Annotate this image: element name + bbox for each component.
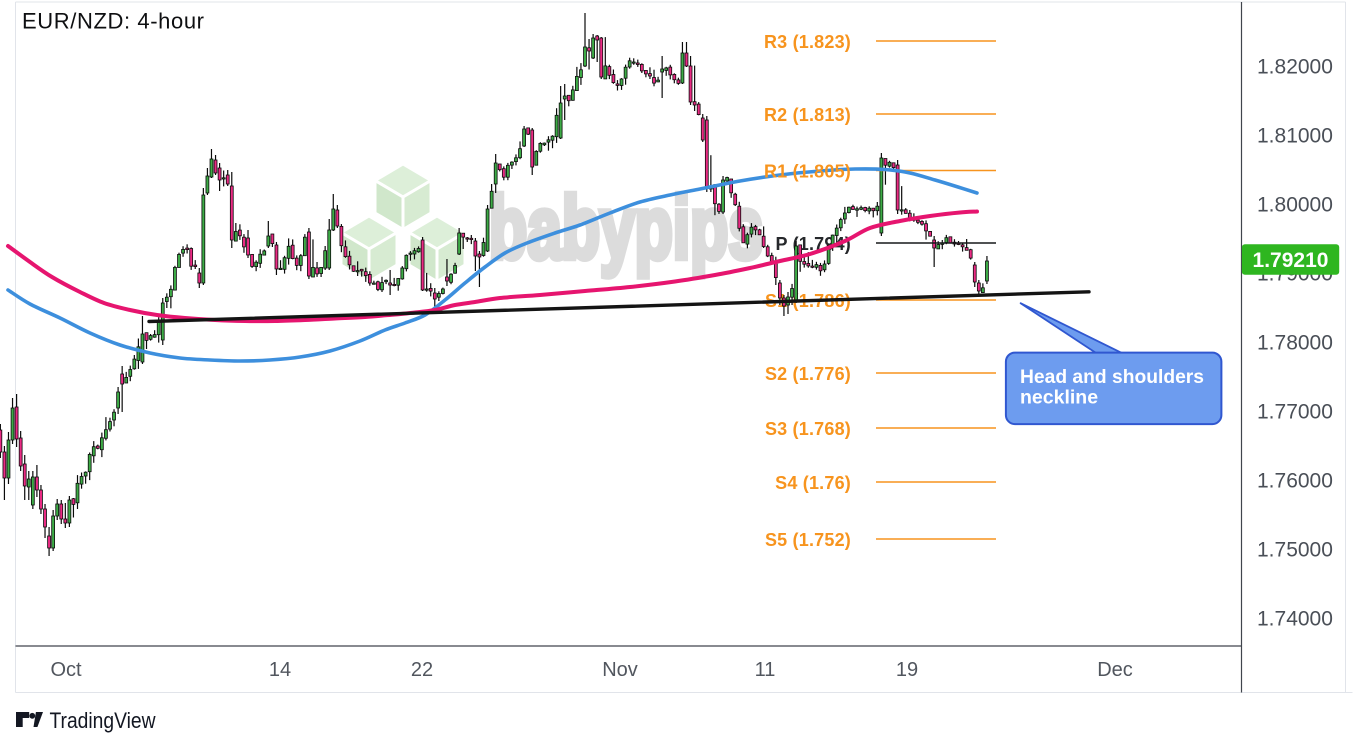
svg-text:14: 14 [269, 659, 291, 681]
svg-text:1.78000: 1.78000 [1257, 332, 1333, 355]
svg-text:1.80000: 1.80000 [1257, 194, 1333, 217]
svg-text:19: 19 [896, 659, 918, 681]
svg-text:1.75000: 1.75000 [1257, 539, 1333, 562]
svg-text:Nov: Nov [602, 659, 638, 681]
svg-text:22: 22 [411, 659, 433, 681]
svg-text:EUR/NZD: 4-hour: EUR/NZD: 4-hour [22, 9, 205, 34]
svg-text:Oct: Oct [50, 659, 82, 681]
svg-text:S2 (1.776): S2 (1.776) [765, 364, 851, 384]
svg-text:11: 11 [755, 659, 776, 681]
svg-text:1.76000: 1.76000 [1257, 470, 1333, 493]
svg-text:1.81000: 1.81000 [1257, 125, 1333, 148]
svg-text:S5 (1.752): S5 (1.752) [765, 530, 851, 550]
svg-text:1.77000: 1.77000 [1257, 401, 1333, 424]
svg-text:Head and shoulders: Head and shoulders [1020, 366, 1204, 388]
svg-text:TradingView: TradingView [50, 708, 156, 733]
svg-text:babypips: babypips [489, 178, 763, 277]
svg-text:S4 (1.76): S4 (1.76) [775, 473, 851, 493]
svg-text:1.82000: 1.82000 [1257, 56, 1333, 79]
svg-text:1.79210: 1.79210 [1253, 249, 1329, 272]
svg-text:neckline: neckline [1020, 387, 1098, 409]
svg-text:S3 (1.768): S3 (1.768) [765, 419, 851, 439]
svg-text:R1 (1.805): R1 (1.805) [764, 162, 851, 182]
svg-text:1.74000: 1.74000 [1257, 608, 1333, 631]
svg-text:R2 (1.813): R2 (1.813) [764, 105, 851, 125]
svg-text:Dec: Dec [1097, 659, 1133, 681]
svg-text:R3 (1.823): R3 (1.823) [764, 32, 851, 52]
